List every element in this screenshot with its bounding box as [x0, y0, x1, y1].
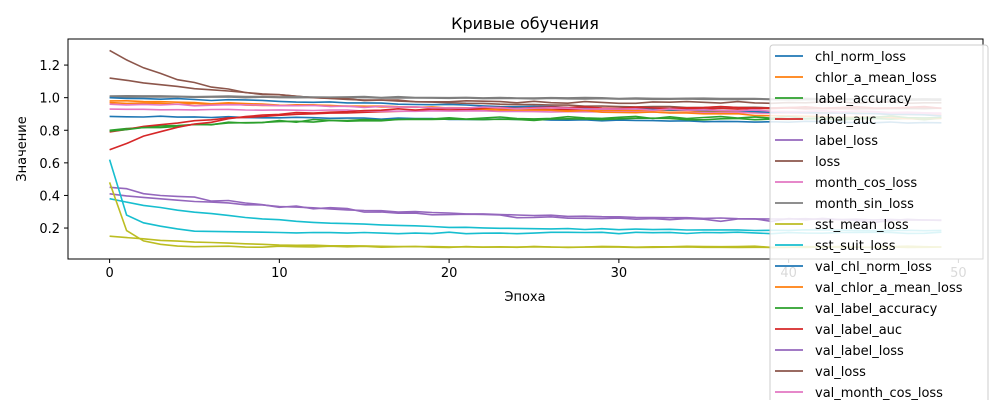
legend-label: label_loss [815, 134, 878, 149]
legend-box [769, 44, 989, 400]
y-axis-ticks: 0.2 0.4 0.6 0.8 1.0 1.2 [39, 59, 68, 237]
legend-label: label_auc [815, 113, 876, 128]
legend-label: sst_mean_loss [815, 218, 909, 233]
x-tick-label: 30 [611, 266, 628, 281]
legend-label: val_loss [815, 365, 866, 380]
y-tick-label: 1.0 [39, 92, 60, 107]
legend-label: val_label_loss [815, 344, 904, 359]
legend-label: val_month_cos_loss [815, 386, 943, 400]
y-tick-label: 0.8 [39, 124, 60, 139]
legend-label: val_label_auc [815, 323, 902, 338]
y-tick-label: 1.2 [39, 59, 60, 74]
legend-label: val_chlor_a_mean_loss [815, 281, 963, 296]
legend-label: loss [815, 155, 840, 170]
y-tick-label: 0.4 [39, 189, 60, 204]
legend-label: val_chl_norm_loss [815, 260, 932, 275]
legend-label: val_label_accuracy [815, 302, 938, 317]
legend-label: chlor_a_mean_loss [815, 71, 937, 86]
legend: chl_norm_loss chlor_a_mean_loss label_accu… [769, 44, 989, 400]
legend-label: label_accuracy [815, 92, 912, 107]
y-tick-label: 0.2 [39, 222, 60, 237]
x-tick-label: 20 [441, 266, 458, 281]
legend-label: month_cos_loss [815, 176, 917, 191]
x-tick-label: 10 [271, 266, 288, 281]
x-axis-title: Эпоха [504, 290, 545, 305]
legend-label: chl_norm_loss [815, 50, 906, 65]
legend-label: month_sin_loss [815, 197, 914, 212]
chart-title: Кривые обучения [451, 14, 599, 33]
y-axis-title: Значение [15, 116, 30, 181]
y-tick-label: 0.6 [39, 157, 60, 172]
x-tick-label: 0 [105, 266, 113, 281]
legend-label: sst_suit_loss [815, 239, 896, 254]
